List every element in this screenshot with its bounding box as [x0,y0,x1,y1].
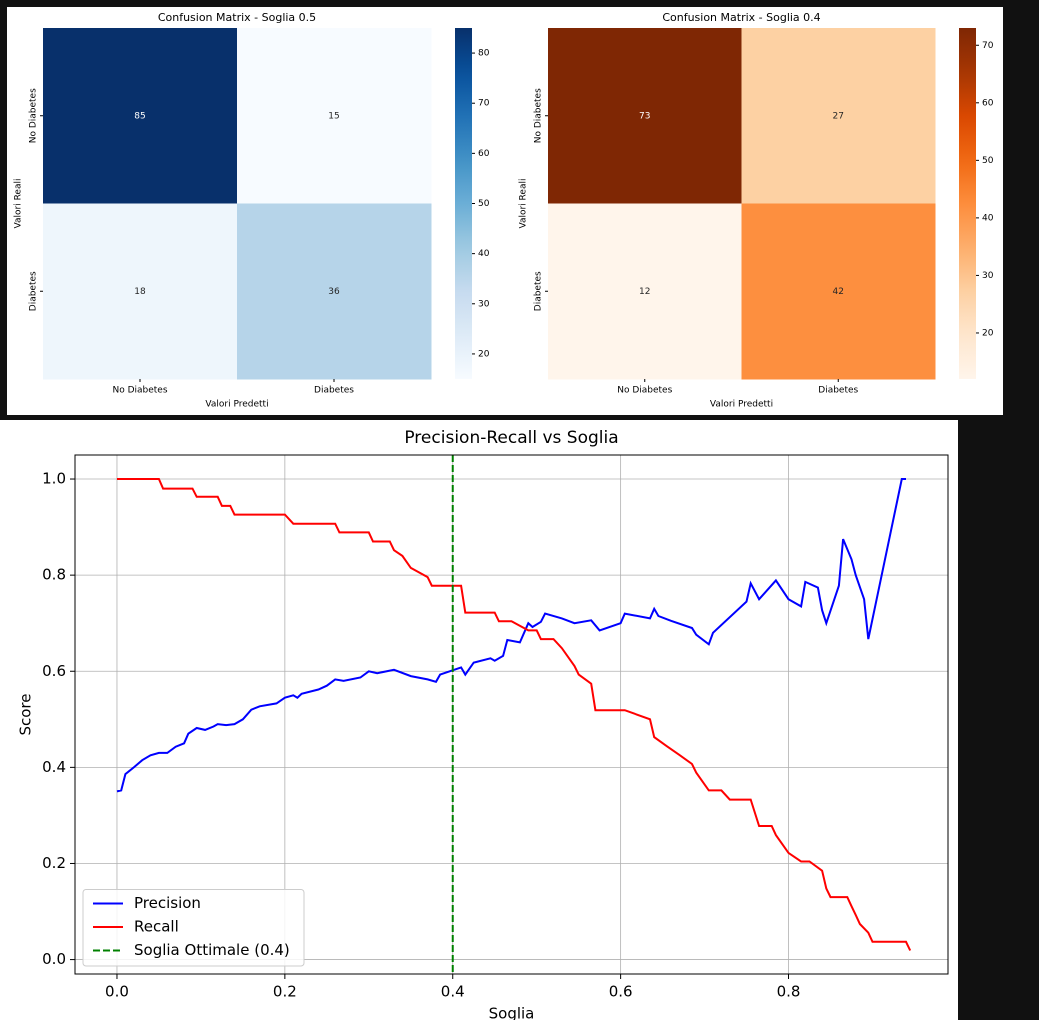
cell-label: 73 [639,111,650,121]
colorbar-tick-label: 50 [982,156,994,166]
y-axis-label: Valori Reali [519,179,529,229]
x-tick-label: No Diabetes [112,386,167,396]
heatmap-cell [548,28,742,204]
y-axis-label: Score [17,693,35,735]
y-tick-label: 0.0 [42,950,66,968]
y-tick-label: 0.6 [42,662,66,680]
x-tick-label: Diabetes [314,386,354,396]
y-tick-label: 1.0 [42,470,66,488]
heatmap-cell [43,28,238,204]
y-tick-label: 0.8 [42,566,66,584]
x-tick-label: 0.2 [273,983,297,1001]
plot-frame [74,454,949,975]
x-tick-label: No Diabetes [617,386,672,396]
colorbar-tick-label: 70 [478,99,490,109]
colorbar-tick-label: 40 [478,249,490,259]
heatmap-cell [237,203,432,380]
cell-label: 18 [134,287,146,297]
y-tick-label: No Diabetes [29,88,39,143]
cell-label: 85 [134,111,145,121]
x-tick-label: Diabetes [818,386,858,396]
legend-label: Recall [134,918,179,936]
colorbar [959,28,976,379]
heatmap-cell [548,203,742,380]
heatmap-cell [741,28,936,204]
y-tick-label: 0.4 [42,758,66,776]
colorbar-tick-label: 50 [478,199,490,209]
heatmap-cell [237,28,432,204]
legend-box [82,889,305,967]
colorbar-tick-label: 30 [982,271,994,281]
x-axis-label: Valori Predetti [710,400,773,410]
colorbar-tick-label: 30 [478,299,490,309]
chart-title: Confusion Matrix - Soglia 0.5 [158,11,316,24]
y-tick-label: 0.2 [42,854,66,872]
chart-title: Precision-Recall vs Soglia [404,428,618,448]
x-tick-label: 0.6 [609,983,633,1001]
heatmap-cell [741,203,936,380]
colorbar-tick-label: 40 [982,213,994,223]
colorbar [455,28,472,379]
cell-label: 12 [639,287,650,297]
y-tick-label: Diabetes [29,271,39,311]
colorbar-tick-label: 20 [478,349,490,359]
cell-label: 15 [328,111,339,121]
x-axis-label: Soglia [489,1005,535,1020]
colorbar-tick-label: 60 [982,98,994,108]
x-tick-label: 0.4 [441,983,465,1001]
data-line [117,478,912,951]
cell-label: 42 [833,287,844,297]
colorbar-tick-label: 20 [982,328,994,338]
cell-label: 27 [833,111,844,121]
colorbar-tick-label: 70 [982,41,994,51]
x-axis-label: Valori Predetti [205,400,268,410]
chart-title: Confusion Matrix - Soglia 0.4 [662,11,820,24]
x-tick-label: 0.0 [105,983,129,1001]
colorbar-tick-label: 80 [478,49,490,59]
y-tick-label: Diabetes [534,271,544,311]
legend-label: Soglia Ottimale (0.4) [134,941,290,959]
data-line [116,478,906,793]
y-axis-label: Valori Reali [14,179,24,229]
legend-label: Precision [134,894,201,912]
y-tick-label: No Diabetes [534,88,544,143]
x-tick-label: 0.8 [777,983,801,1001]
cell-label: 36 [328,287,340,297]
colorbar-tick-label: 60 [478,149,490,159]
heatmap-cell [43,203,238,380]
